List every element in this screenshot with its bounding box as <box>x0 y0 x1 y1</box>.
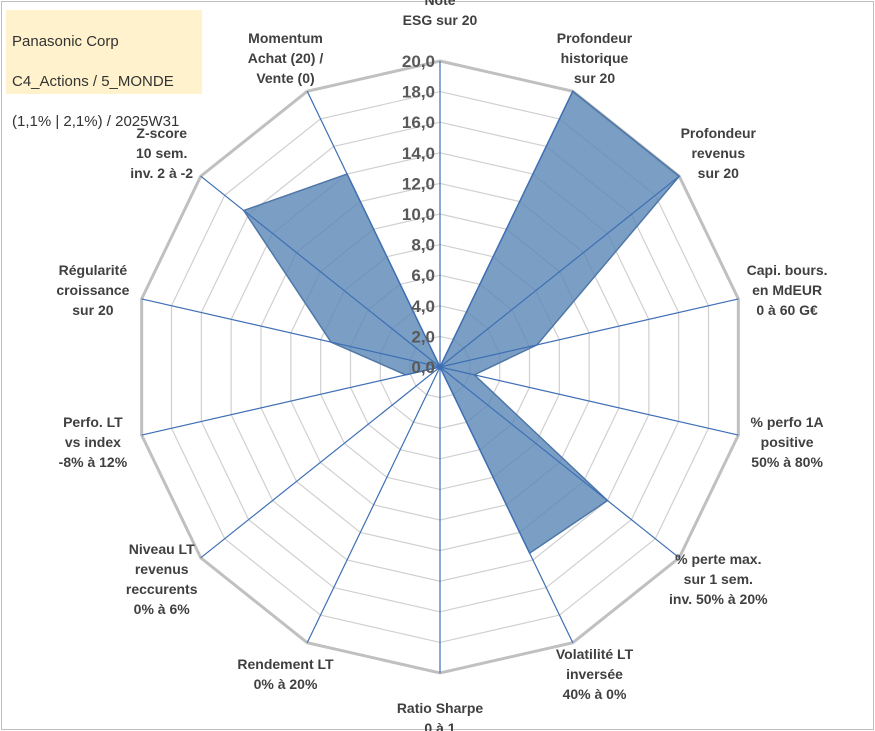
tick-label: 4,0 <box>411 297 435 316</box>
category-label-line: Profondeur <box>557 30 633 46</box>
category-label-line: Capi. bours. <box>747 262 828 278</box>
category-label-line: Volatilité LT <box>556 646 634 662</box>
category-label-9: Niveau LT revenus reccurents 0% à 6% <box>126 541 198 617</box>
tick-label: 10,0 <box>402 205 435 224</box>
title-line-category: C4_Actions / 5_MONDE <box>12 73 174 90</box>
category-label-line: Ratio Sharpe <box>397 700 484 716</box>
category-label-8: Rendement LT 0% à 20% <box>237 656 334 692</box>
category-label-0: Note ESG sur 20 <box>403 0 478 28</box>
category-label-line: 0% à 20% <box>254 676 318 692</box>
category-label-line: inversée <box>566 666 623 682</box>
category-label-line: 10 sem. <box>136 145 187 161</box>
category-label-2: Profondeur revenus sur 20 <box>681 125 757 181</box>
tick-label: 8,0 <box>411 236 435 255</box>
category-label-line: sur 1 sem. <box>684 571 753 587</box>
radar-tick-labels: 0,0 2,0 4,0 6,0 8,0 10,0 12,0 14,0 16,0 18,0 20,0 <box>402 52 435 377</box>
category-label-line: ESG sur 20 <box>403 12 478 28</box>
category-label-line: Régularité <box>59 262 128 278</box>
category-label-line: historique <box>561 50 629 66</box>
category-label-line: 0 à 60 G€ <box>756 302 818 318</box>
category-label-line: 0 à 1 <box>424 720 455 731</box>
title-line-company: Panasonic Corp <box>12 33 119 50</box>
category-label-line: vs index <box>65 434 121 450</box>
category-label-12: Z-score 10 sem. inv. 2 à -2 <box>130 125 193 181</box>
category-label-line: Achat (20) / <box>248 50 324 66</box>
title-line-period: (1,1% | 2,1%) / 2025W31 <box>12 113 180 130</box>
axis-spoke-5 <box>439 366 680 559</box>
category-label-line: % perfo 1A <box>751 414 824 430</box>
axis-spoke-11 <box>141 298 441 368</box>
category-label-6: Volatilité LT inversée 40% à 0% <box>556 646 634 702</box>
category-label-3: Capi. bours. en MdEUR 0 à 60 G€ <box>747 262 828 318</box>
tick-label: 0,0 <box>411 358 435 377</box>
category-label-7: Ratio Sharpe 0 à 1 <box>397 700 484 731</box>
chart-title-box: Panasonic Corp C4_Actions / 5_MONDE (1,1… <box>6 10 202 130</box>
category-label-10: Perfo. LT vs index -8% à 12% <box>59 414 128 470</box>
category-label-line: Z-score <box>136 125 187 141</box>
axis-spoke-12 <box>200 175 441 368</box>
category-label-line: Niveau LT <box>129 541 195 557</box>
axis-spoke-13 <box>306 91 441 368</box>
tick-label: 18,0 <box>402 83 435 102</box>
tick-label: 6,0 <box>411 266 435 285</box>
category-label-line: sur 20 <box>574 70 615 86</box>
category-label-line: 50% à 80% <box>751 454 823 470</box>
category-label-line: revenus <box>135 561 189 577</box>
category-label-line: en MdEUR <box>752 282 822 298</box>
axis-spoke-9 <box>200 366 441 559</box>
axis-spoke-10 <box>141 366 441 436</box>
category-label-line: Rendement LT <box>237 656 334 672</box>
category-label-line: revenus <box>691 145 745 161</box>
category-label-line: inv. 50% à 20% <box>669 591 768 607</box>
category-label-line: Profondeur <box>681 125 757 141</box>
tick-label: 12,0 <box>402 174 435 193</box>
category-label-line: Vente (0) <box>256 70 314 86</box>
category-label-5: % perte max. sur 1 sem. inv. 50% à 20% <box>669 551 768 607</box>
category-label-11: Régularité croissance sur 20 <box>56 262 129 318</box>
category-label-line: 0% à 6% <box>134 601 191 617</box>
category-label-line: Momentum <box>248 30 323 46</box>
category-label-4: % perfo 1A positive 50% à 80% <box>751 414 824 470</box>
axis-spoke-3 <box>439 298 739 368</box>
category-label-line: positive <box>761 434 814 450</box>
tick-label: 2,0 <box>411 327 435 346</box>
category-label-line: Perfo. LT <box>63 414 123 430</box>
tick-label: 14,0 <box>402 144 435 163</box>
tick-label: 20,0 <box>402 52 435 71</box>
category-label-line: 40% à 0% <box>563 686 627 702</box>
category-label-line: sur 20 <box>698 165 739 181</box>
category-label-line: sur 20 <box>72 302 113 318</box>
category-label-13: Momentum Achat (20) / Vente (0) <box>248 30 324 86</box>
tick-label: 16,0 <box>402 113 435 132</box>
axis-spoke-8 <box>306 366 441 643</box>
category-label-1: Profondeur historique sur 20 <box>557 30 633 86</box>
category-label-line: Note <box>424 0 455 8</box>
category-label-line: % perte max. <box>675 551 761 567</box>
axis-spoke-1 <box>439 91 574 368</box>
axis-spoke-6 <box>439 366 574 643</box>
axis-spoke-4 <box>439 366 739 436</box>
axis-spoke-2 <box>439 175 680 368</box>
category-label-line: inv. 2 à -2 <box>130 165 193 181</box>
category-label-line: croissance <box>56 282 129 298</box>
category-label-line: -8% à 12% <box>59 454 128 470</box>
category-label-line: reccurents <box>126 581 198 597</box>
radar-category-labels: Note ESG sur 20 Profondeur historique sur 20… <box>56 0 827 731</box>
radar-spokes <box>141 61 739 673</box>
